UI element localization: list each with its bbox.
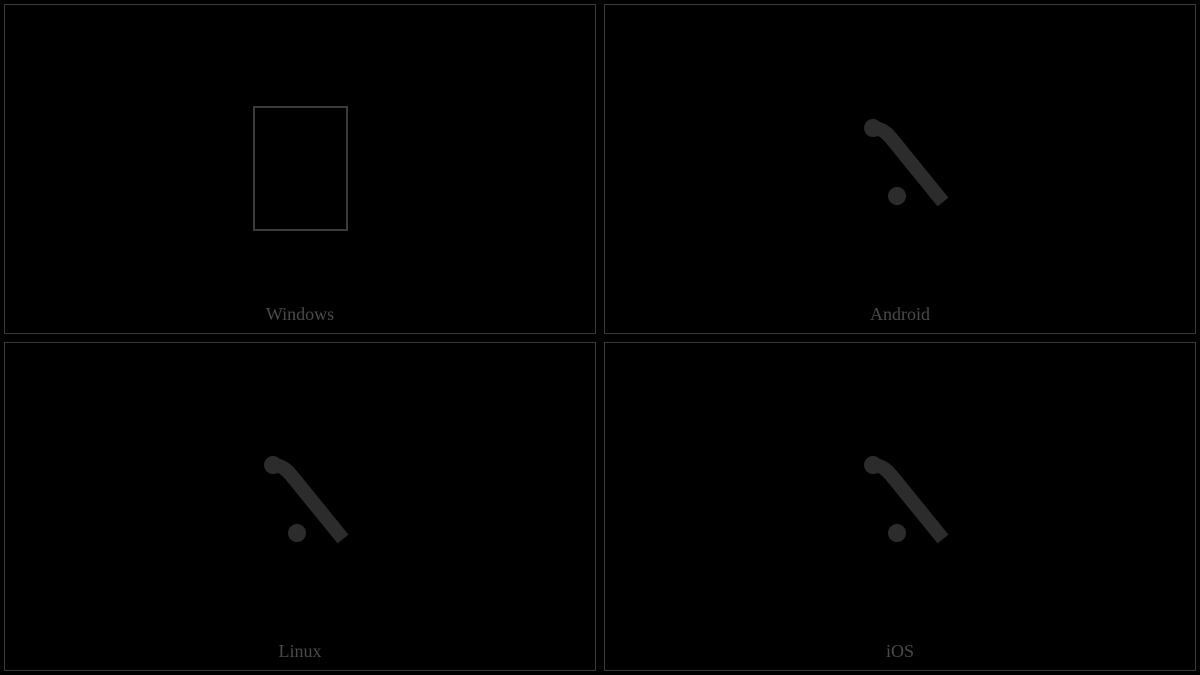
glyph-icon xyxy=(235,441,365,571)
panel-label: Linux xyxy=(279,641,322,662)
panel-linux: Linux xyxy=(4,342,596,672)
glyph-icon xyxy=(835,104,965,234)
panel-label: Windows xyxy=(266,304,334,325)
panel-label: iOS xyxy=(886,641,914,662)
panel-ios: iOS xyxy=(604,342,1196,672)
glyph-area-windows xyxy=(5,5,595,333)
glyph-icon xyxy=(835,441,965,571)
glyph-area-linux xyxy=(5,343,595,671)
glyph-area-ios xyxy=(605,343,1195,671)
panel-label: Android xyxy=(870,304,930,325)
panel-windows: Windows xyxy=(4,4,596,334)
missing-glyph-box xyxy=(253,106,348,231)
glyph-comparison-grid: Windows Android Linux xyxy=(0,0,1200,675)
glyph-area-android xyxy=(605,5,1195,333)
panel-android: Android xyxy=(604,4,1196,334)
